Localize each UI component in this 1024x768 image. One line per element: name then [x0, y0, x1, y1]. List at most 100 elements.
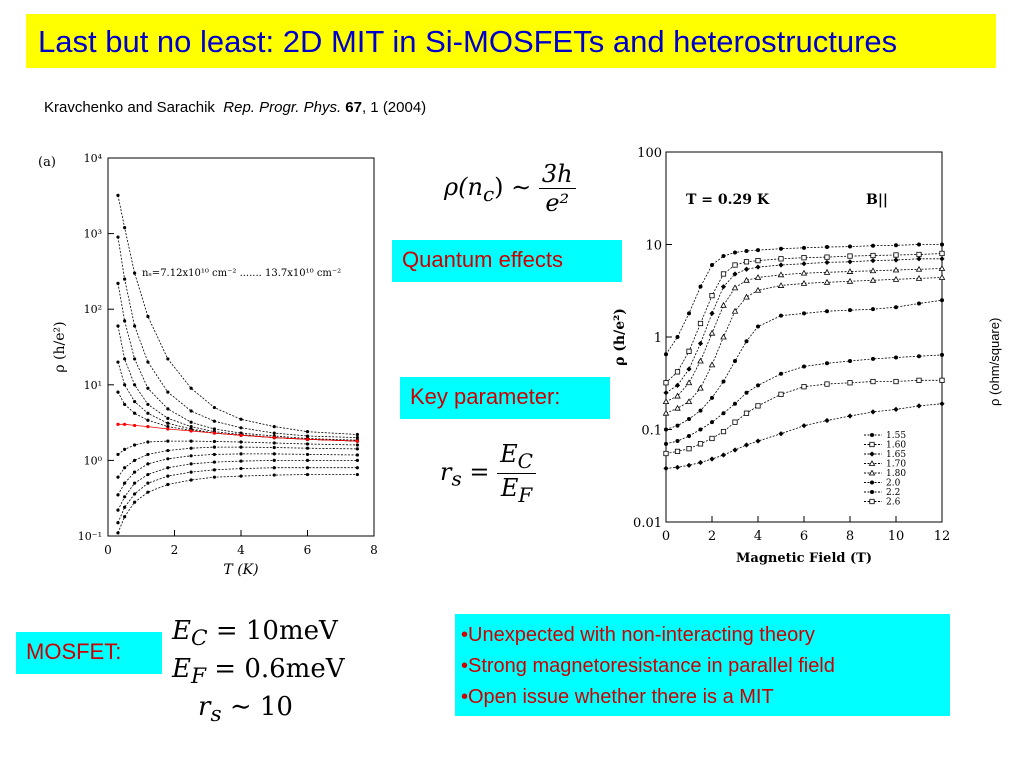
data-point — [847, 380, 853, 386]
data-point — [674, 404, 681, 411]
data-point — [720, 428, 727, 435]
series-line — [117, 391, 358, 442]
data-point — [779, 371, 783, 376]
quantum-effects-label: Quantum effects — [402, 247, 564, 272]
data-point — [239, 426, 243, 430]
x-tick-label: 10 — [888, 529, 905, 544]
x-axis-label: T (K) — [223, 562, 258, 578]
series-line — [665, 268, 943, 403]
data-point — [870, 252, 876, 259]
data-point — [871, 356, 875, 361]
legend-marker — [868, 460, 876, 466]
data-point — [686, 366, 692, 372]
data-point — [847, 259, 853, 265]
data-point — [272, 473, 276, 477]
data-point — [802, 245, 806, 250]
data-point — [133, 423, 137, 428]
x-axis-label: Magnetic Field (T) — [736, 551, 872, 566]
series-line — [117, 474, 358, 534]
bullet-item: •Strong magnetoresistance in parallel fi… — [461, 655, 835, 677]
data-point — [687, 416, 691, 421]
data-point — [892, 266, 900, 273]
data-point — [940, 242, 944, 247]
data-point — [212, 439, 216, 444]
data-point — [917, 354, 921, 359]
series-line — [117, 361, 358, 442]
data-point — [802, 311, 806, 316]
data-point — [239, 474, 243, 478]
data-point — [721, 379, 726, 384]
data-point — [305, 434, 310, 438]
data-point — [123, 515, 127, 519]
data-point — [133, 324, 137, 328]
data-point — [823, 268, 831, 275]
data-point — [915, 274, 923, 281]
data-point — [755, 403, 761, 409]
data-point — [166, 466, 170, 470]
data-point — [674, 464, 681, 470]
data-point — [915, 265, 923, 272]
data-point — [894, 355, 898, 360]
data-point — [720, 301, 727, 308]
y-tick-label: 0.1 — [641, 424, 662, 439]
data-point — [355, 447, 359, 451]
data-point — [674, 392, 681, 399]
data-point — [146, 360, 150, 364]
data-point — [940, 298, 944, 303]
data-point — [305, 466, 310, 470]
data-point — [355, 436, 359, 440]
legend-marker — [870, 433, 874, 437]
data-point — [916, 256, 922, 262]
key-parameter-box: Key parameter: — [400, 377, 610, 419]
data-point — [239, 466, 243, 471]
data-point — [146, 411, 150, 415]
data-point — [212, 445, 216, 449]
data-point — [846, 268, 854, 274]
citation-rest: , 1 (2004) — [361, 99, 427, 116]
data-point — [802, 364, 806, 369]
legend-marker — [869, 441, 875, 448]
data-point — [686, 348, 692, 354]
data-point — [272, 445, 276, 450]
x-tick-label: 6 — [304, 543, 312, 557]
data-point — [305, 458, 310, 462]
chart-annotation: nₛ=7.12x10¹⁰ cm⁻² ....... 13.7x10¹⁰ cm⁻² — [142, 268, 341, 279]
data-point — [133, 500, 137, 504]
data-point — [116, 422, 120, 426]
data-point — [133, 481, 137, 485]
y-tick-label: 10⁴ — [84, 152, 103, 165]
data-point — [146, 418, 150, 422]
data-point — [778, 262, 784, 268]
panel-label: (a) — [38, 155, 56, 170]
legend-label: 1.80 — [886, 469, 906, 479]
data-point — [116, 531, 120, 535]
data-point — [721, 254, 726, 259]
data-point — [824, 254, 830, 260]
data-point — [755, 264, 761, 270]
data-point — [756, 383, 760, 388]
quantum-effects-box: Quantum effects — [392, 240, 622, 282]
data-point — [663, 450, 669, 457]
data-point — [133, 443, 137, 447]
data-point — [189, 478, 193, 482]
data-point — [744, 339, 749, 344]
data-point — [146, 472, 150, 477]
data-point — [663, 390, 669, 396]
data-point — [800, 279, 808, 286]
x-tick-label: 4 — [754, 529, 762, 544]
data-point — [709, 435, 715, 442]
data-point — [800, 269, 808, 276]
bullet-item: •Unexpected with non-interacting theory — [461, 624, 815, 646]
data-point — [674, 369, 681, 375]
x-tick-label: 2 — [708, 529, 716, 544]
data-point — [239, 445, 243, 449]
series-line — [665, 258, 942, 394]
data-point — [778, 256, 784, 262]
data-point — [166, 357, 170, 361]
data-point — [675, 439, 680, 444]
data-point — [146, 402, 150, 407]
data-point — [916, 403, 922, 409]
data-point — [917, 242, 921, 247]
field-label: B|| — [866, 192, 888, 208]
data-point — [777, 271, 785, 278]
